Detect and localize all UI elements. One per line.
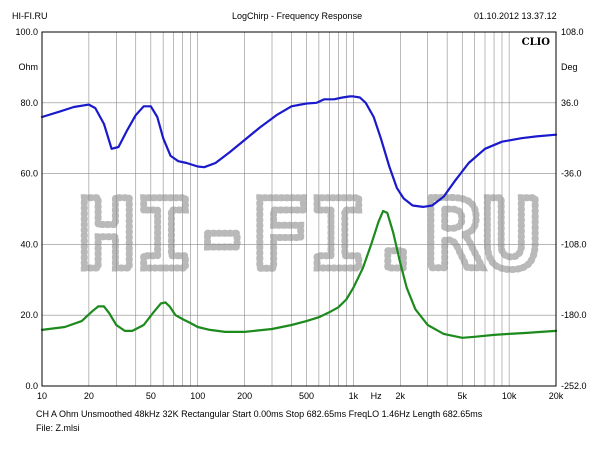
- x-axis-tick-label: 500: [299, 391, 314, 401]
- right-axis-tick-label: -108.0: [561, 239, 587, 249]
- x-axis-tick-label: 50: [146, 391, 156, 401]
- x-axis-tick-label: 20k: [549, 391, 564, 401]
- chart-title: LogChirp - Frequency Response: [232, 11, 363, 21]
- left-axis-tick-label: 40.0: [20, 239, 38, 249]
- x-axis-tick-label: 10: [37, 391, 47, 401]
- x-axis-tick-label: 2k: [396, 391, 406, 401]
- header-datetime: 01.10.2012 13.37.12: [474, 11, 557, 21]
- right-axis-tick-label: 108.0: [561, 27, 584, 37]
- x-axis-tick-label: 1k: [349, 391, 359, 401]
- x-axis-tick-label: 5k: [457, 391, 467, 401]
- x-axis-tick-label: 10k: [502, 391, 517, 401]
- x-axis-tick-label: 100: [190, 391, 205, 401]
- right-axis-tick-label: -252.0: [561, 381, 587, 391]
- left-axis-tick-label: 20.0: [20, 310, 38, 320]
- x-axis-tick-label: 200: [237, 391, 252, 401]
- left-axis-tick-label: 60.0: [20, 169, 38, 179]
- measurement-settings: CH A Ohm Unsmoothed 48kHz 32K Rectangula…: [36, 409, 483, 419]
- plot-area: [42, 32, 556, 386]
- right-axis-tick-label: -36.0: [561, 169, 582, 179]
- watermark-logo: HI-FI.RU: [78, 179, 540, 291]
- x-axis-tick-label: Hz: [371, 391, 382, 401]
- file-name: File: Z.mlsi: [36, 423, 80, 433]
- left-axis-tick-label: 0.0: [25, 381, 38, 391]
- plot-frame: [41, 31, 557, 387]
- impedance-curve: [40, 95, 558, 208]
- right-axis-tick-label: 36.0: [561, 98, 579, 108]
- phase-curve: [40, 209, 558, 339]
- right-axis-unit: Deg: [561, 62, 578, 72]
- left-axis-tick-label: 80.0: [20, 98, 38, 108]
- left-axis-tick-label: 100.0: [15, 27, 38, 37]
- clio-brand: CLIO: [522, 37, 551, 48]
- x-axis-tick-label: 20: [84, 391, 94, 401]
- right-axis-tick-label: -180.0: [561, 310, 587, 320]
- header-site: HI-FI.RU: [12, 11, 48, 21]
- left-axis-unit: Ohm: [18, 62, 38, 72]
